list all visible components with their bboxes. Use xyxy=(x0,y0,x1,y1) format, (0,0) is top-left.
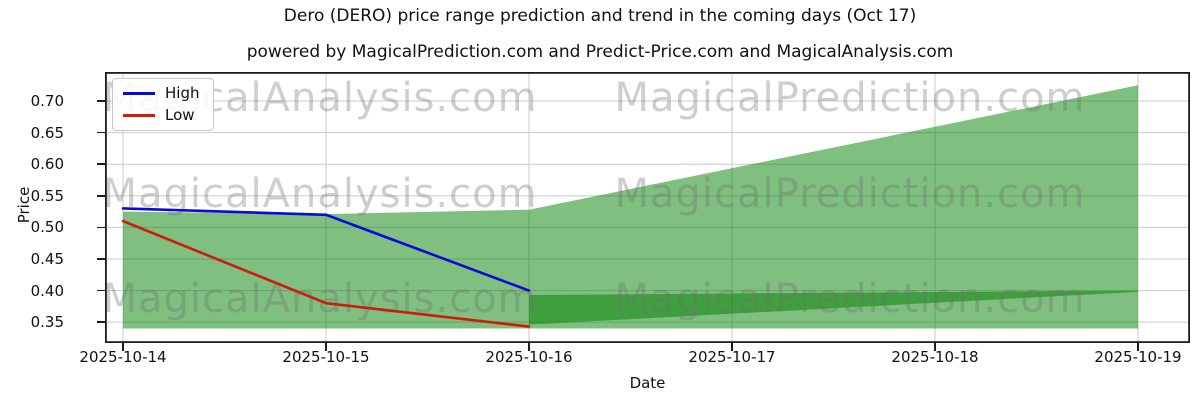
prediction-range-outer xyxy=(123,85,1138,329)
x-tick-mark xyxy=(528,343,530,351)
y-tick-mark xyxy=(97,321,105,323)
y-tick-label: 0.45 xyxy=(30,249,64,268)
watermark-text: MagicalPrediction.com xyxy=(615,75,1086,121)
chart-title: Dero (DERO) price range prediction and t… xyxy=(283,6,917,26)
x-tick-label: 2025-10-15 xyxy=(282,348,370,366)
y-tick-label: 0.55 xyxy=(30,186,64,205)
watermark-text: MagicalPrediction.com xyxy=(615,276,1086,322)
x-tick-label: 2025-10-18 xyxy=(891,348,979,366)
legend-item-high: High xyxy=(123,86,199,101)
y-tick-label: 0.50 xyxy=(30,218,64,237)
y-tick-mark xyxy=(97,289,105,292)
y-tick-label: 0.60 xyxy=(30,155,64,174)
x-axis-label: Date xyxy=(629,374,666,392)
x-tick-mark xyxy=(325,343,327,351)
chart-subtitle: powered by MagicalPrediction.com and Pre… xyxy=(246,42,954,62)
x-tick-label: 2025-10-17 xyxy=(688,348,776,366)
y-tick-label: 0.65 xyxy=(30,123,64,142)
prediction-range-inner xyxy=(529,290,1138,325)
x-tick-label: 2025-10-16 xyxy=(485,348,573,366)
legend-item-low: Low xyxy=(123,108,199,123)
plot-area: MagicalAnalysis.com MagicalPrediction.com… xyxy=(105,72,1190,343)
watermark-text: MagicalPrediction.com xyxy=(615,171,1086,217)
y-tick-mark xyxy=(97,131,105,134)
y-tick-mark xyxy=(97,258,105,260)
chart-canvas: MagicalAnalysis.com MagicalPrediction.com… xyxy=(105,72,1190,343)
series-line-low xyxy=(121,219,531,328)
y-tick-mark xyxy=(97,163,105,165)
x-tick-label: 2025-10-14 xyxy=(79,348,167,366)
series-line-high xyxy=(121,207,531,292)
x-tick-mark xyxy=(934,343,936,351)
y-tick-label: 0.70 xyxy=(30,92,64,111)
legend-label-low: Low xyxy=(165,106,195,124)
y-tick-label: 0.40 xyxy=(30,281,64,300)
x-tick-mark xyxy=(731,343,733,351)
legend-label-high: High xyxy=(165,84,200,102)
low-line-swatch xyxy=(123,114,155,117)
x-tick-mark xyxy=(1137,343,1139,351)
y-tick-mark xyxy=(97,226,105,229)
high-line-swatch xyxy=(123,92,155,95)
x-tick-mark xyxy=(122,343,124,351)
axes-frame xyxy=(105,72,1190,343)
legend: High Low xyxy=(112,78,215,131)
y-tick-mark xyxy=(97,100,105,102)
x-tick-label: 2025-10-19 xyxy=(1094,348,1182,366)
watermark-text: MagicalAnalysis.com xyxy=(105,276,538,322)
y-tick-label: 0.35 xyxy=(30,313,64,332)
y-tick-mark xyxy=(97,195,105,197)
